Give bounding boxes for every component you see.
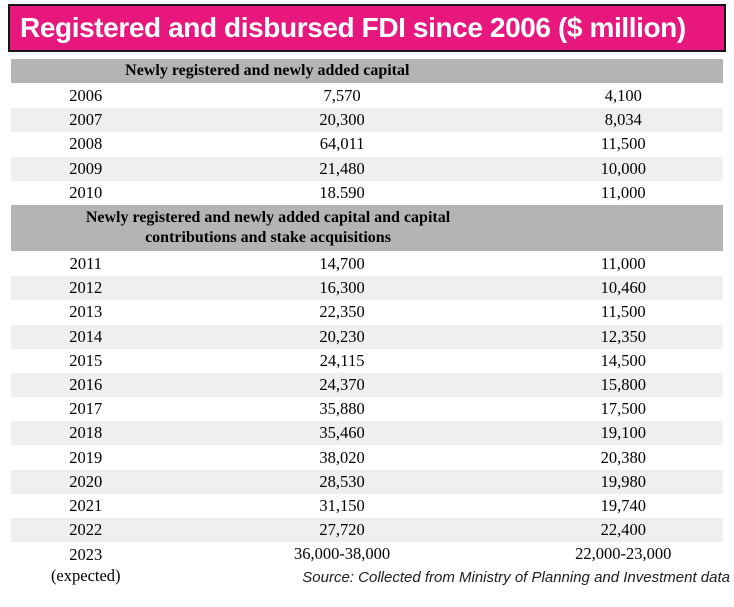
- table-row: 2017 35,880 17,500: [11, 397, 723, 422]
- table-row: 2014 20,230 12,350: [11, 324, 723, 349]
- page-title: Registered and disbursed FDI since 2006 …: [20, 12, 686, 43]
- registered-value-cell: 20,300: [319, 110, 365, 130]
- registered-value-cell: 28,530: [319, 471, 365, 491]
- registered-value-cell: 24,370: [319, 374, 365, 394]
- registered-value-cell: 21,480: [319, 158, 365, 178]
- table-row: 2009 21,480 10,000: [11, 156, 723, 181]
- year-cell: 2020: [69, 471, 103, 491]
- disbursed-value-cell: 11,000: [600, 182, 646, 202]
- disbursed-value-cell: 15,800: [600, 374, 646, 394]
- section-header-label: Newly registered and newly added capital…: [85, 208, 451, 246]
- year-cell: 2023 (expected): [50, 545, 121, 586]
- year-cell: 2013: [69, 302, 103, 322]
- disbursed-value-cell: 17,500: [600, 399, 646, 419]
- year-cell: 2017: [69, 399, 103, 419]
- year-cell: 2007: [69, 110, 103, 130]
- disbursed-value-cell: 11,000: [600, 254, 646, 274]
- registered-value-cell: 16,300: [319, 278, 365, 298]
- section-header-band: Newly registered and newly added capital: [11, 59, 723, 83]
- disbursed-value-cell: 20,380: [600, 447, 646, 467]
- table-row: 2018 35,460 19,100: [11, 421, 723, 446]
- table-row: 2013 22,350 11,500: [11, 300, 723, 325]
- source-note: Source: Collected from Ministry of Plann…: [302, 569, 730, 587]
- table-row: 2015 24,115 14,500: [11, 348, 723, 373]
- disbursed-value-cell: 11,500: [600, 302, 646, 322]
- disbursed-value-cell: 12,350: [600, 326, 646, 346]
- disbursed-value-cell: 8,034: [604, 110, 642, 130]
- year-cell: 2019: [69, 447, 103, 467]
- section-header-label: Newly registered and newly added capital: [125, 62, 410, 79]
- year-cell: 2006: [69, 86, 103, 106]
- disbursed-value-cell: 19,980: [600, 471, 646, 491]
- disbursed-value-cell: 11,500: [600, 134, 646, 154]
- disbursed-value-cell: 22,400: [600, 520, 646, 540]
- disbursed-value-cell: 19,100: [600, 423, 646, 443]
- year-cell: 2018: [69, 423, 103, 443]
- disbursed-value-cell: 22,000-23,000: [575, 544, 672, 564]
- year-cell: 2014: [69, 326, 103, 346]
- table-row: 2007 20,300 8,034: [11, 108, 723, 133]
- disbursed-value-cell: 19,740: [600, 495, 646, 515]
- year-cell: 2015: [69, 350, 103, 370]
- table-row: 2012 16,300 10,460: [11, 276, 723, 301]
- table-row: 2020 28,530 19,980: [11, 469, 723, 494]
- registered-value-cell: 64,011: [319, 134, 365, 154]
- table-row: 2006 7,570 4,100: [11, 84, 723, 109]
- registered-value-cell: 14,700: [319, 254, 365, 274]
- registered-value-cell: 20,230: [319, 326, 365, 346]
- table-row: 2016 24,370 15,800: [11, 372, 723, 398]
- year-cell: 2021: [69, 495, 103, 515]
- table-row: 2022 27,720 22,400: [11, 518, 723, 543]
- disbursed-value-cell: 10,000: [600, 158, 646, 178]
- disbursed-value-cell: 4,100: [604, 86, 642, 106]
- year-cell: 2012: [69, 278, 103, 298]
- table-row: 2010 18.590 11,000: [11, 180, 723, 205]
- table-row: 2019 38,020 20,380: [11, 445, 723, 470]
- registered-value-cell: 7,570: [323, 86, 361, 106]
- registered-value-cell: 27,720: [319, 520, 365, 540]
- table-row: 2023 (expected) 36,000-38,000 22,000-23,00…: [11, 542, 723, 587]
- disbursed-value-cell: 10,460: [600, 278, 646, 298]
- year-cell: 2022: [69, 520, 103, 540]
- section-header-band: Newly registered and newly added capital…: [11, 204, 723, 251]
- year-cell: 2016: [69, 374, 103, 394]
- registered-value-cell: 35,880: [319, 399, 365, 419]
- table-row: 2011 14,700 11,000: [11, 251, 723, 277]
- title-banner: Registered and disbursed FDI since 2006 …: [8, 4, 726, 52]
- year-cell: 2008: [69, 134, 103, 154]
- table-row: 2021 31,150 19,740: [11, 493, 723, 518]
- registered-value-cell: 35,460: [319, 423, 365, 443]
- year-cell: 2010: [69, 182, 103, 202]
- registered-value-cell: 36,000-38,000: [293, 544, 391, 564]
- registered-value-cell: 38,020: [319, 447, 365, 467]
- registered-value-cell: 22,350: [319, 302, 365, 322]
- registered-value-cell: 18.590: [319, 182, 365, 202]
- registered-value-cell: 24,115: [319, 350, 365, 370]
- fdi-table: Newly registered and newly added capital…: [11, 59, 723, 587]
- year-cell: 2009: [69, 158, 103, 178]
- year-cell: 2011: [69, 254, 102, 274]
- disbursed-value-cell: 14,500: [600, 350, 646, 370]
- table-row: 2008 64,011 11,500: [11, 132, 723, 157]
- registered-value-cell: 31,150: [319, 495, 365, 515]
